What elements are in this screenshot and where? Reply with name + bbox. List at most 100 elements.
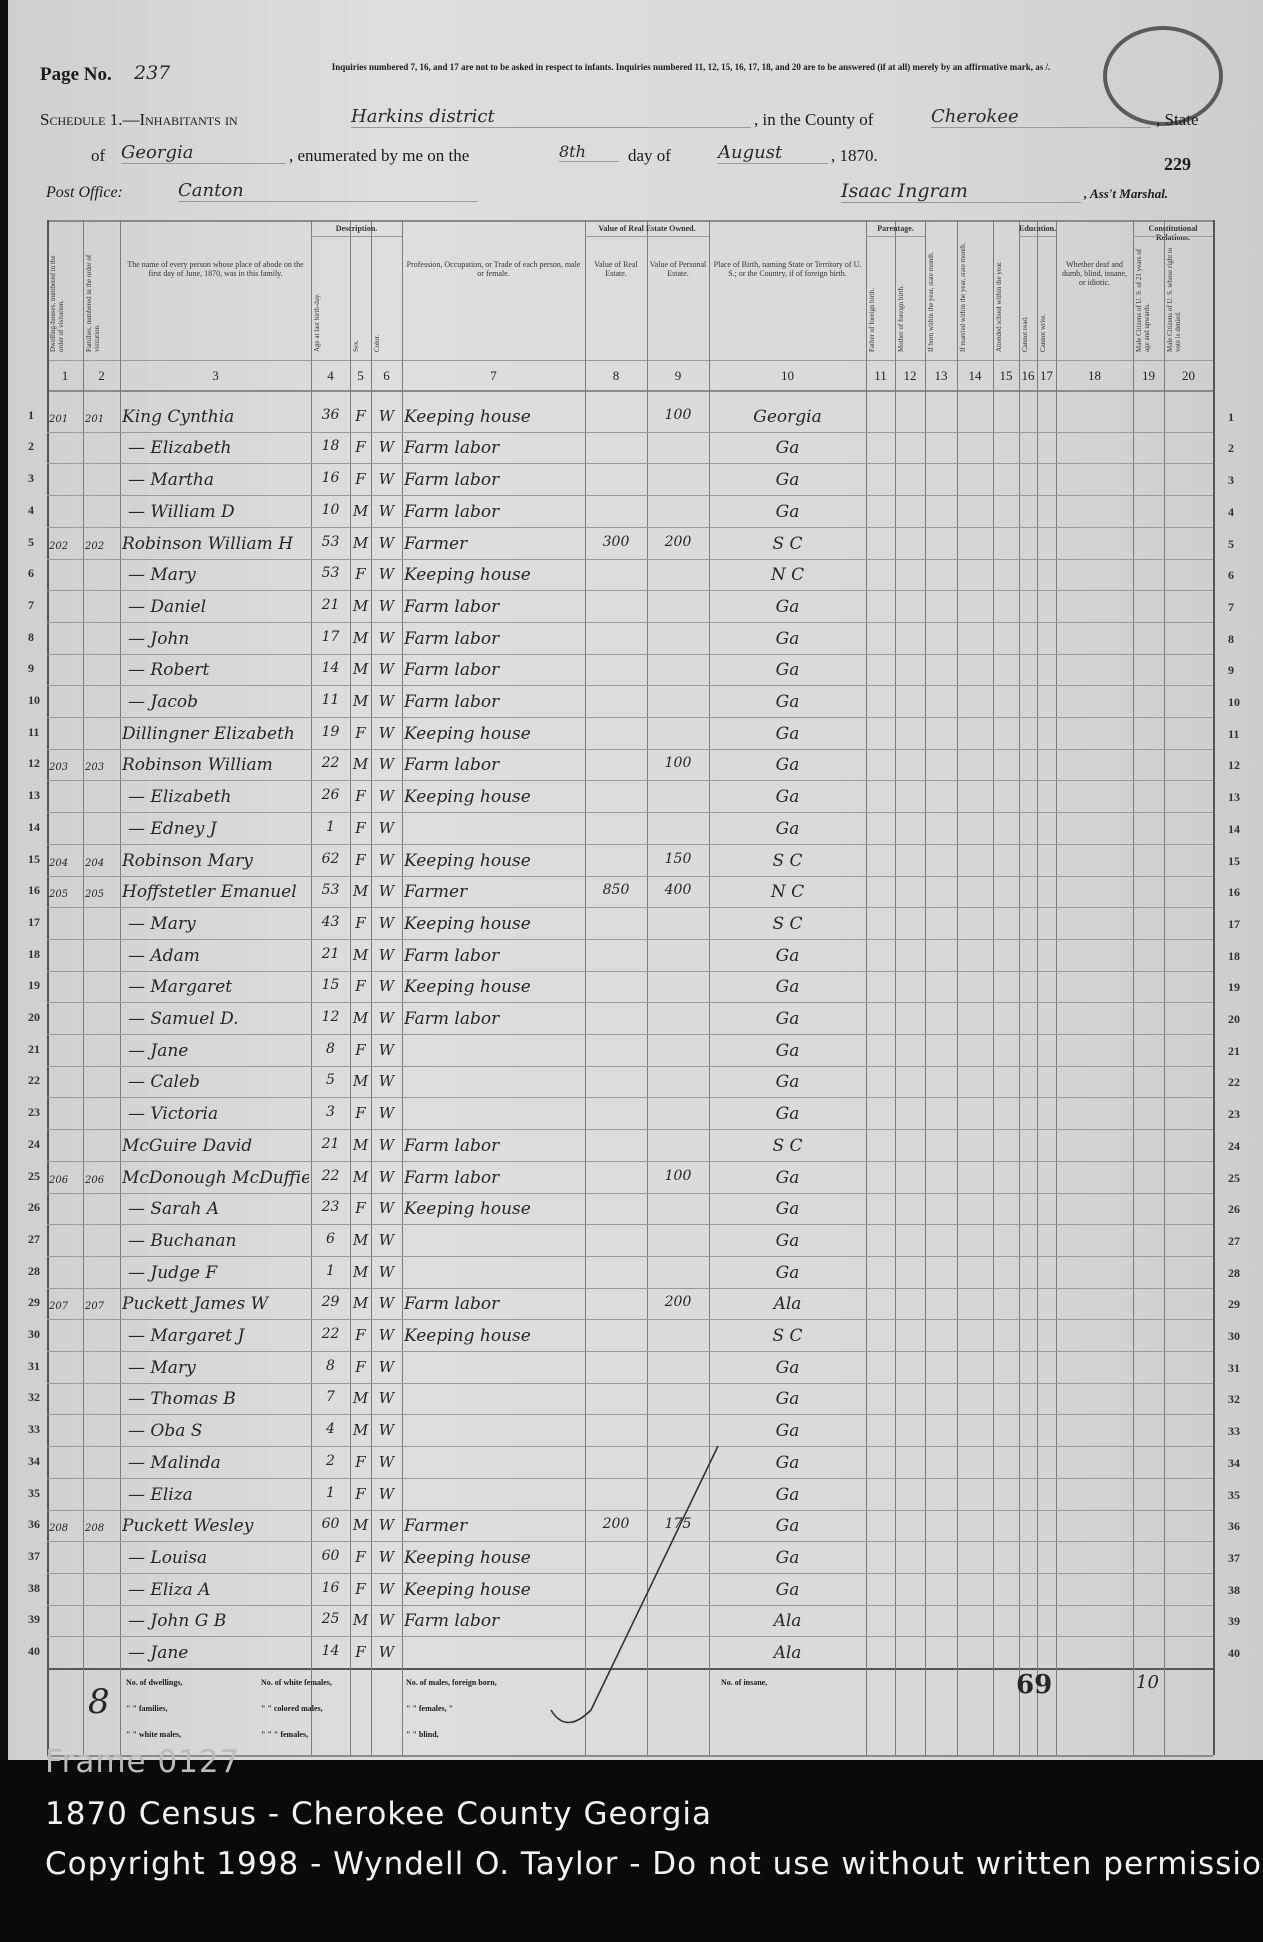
column-header: Value of Personal Estate. [649,260,707,278]
person-name: — Jacob [128,692,198,712]
column-group-header: Description. [335,224,378,233]
age: 23 [321,1199,340,1216]
family-number: 208 [85,1523,105,1535]
person-name: — Caleb [128,1072,200,1093]
occupation: Keeping house [404,850,531,871]
line-number-left: 21 [28,1041,40,1056]
line-number-right: 17 [1228,916,1240,931]
row-line [47,1572,1213,1574]
birthplace: Ga [775,1516,800,1537]
sex: F [355,1104,366,1123]
line-number-right: 5 [1228,536,1234,551]
column-divider [350,220,351,1755]
occupation: Farm labor [404,1167,500,1188]
birthplace: Ga [775,692,800,712]
sex: M [352,1072,369,1091]
occupation: Farm labor [404,1009,500,1029]
column-header: The name of every person whose place of … [127,260,304,278]
line-number-left: 29 [28,1295,40,1310]
color: W [378,1262,395,1281]
age: 14 [321,1643,340,1659]
occupation: Keeping house [404,1579,531,1600]
line-number-right: 31 [1228,1360,1240,1375]
line-number-right: 40 [1228,1646,1240,1660]
line-number-left: 23 [28,1105,40,1120]
summary-label: No. of insane, [721,1678,768,1687]
row-line [47,1319,1213,1321]
birthplace: Ga [775,1104,800,1125]
column-divider [993,220,994,1755]
color: W [378,565,395,584]
color: W [378,850,395,869]
row-line [47,685,1213,687]
color: W [378,1484,395,1503]
summary-label: " " colored males, [261,1704,323,1713]
birthplace: Ga [775,1262,800,1283]
table-bottom-border [47,1755,1213,1757]
age: 22 [321,1326,340,1342]
color: W [378,406,395,425]
line-number-right: 28 [1228,1265,1240,1280]
birthplace: Ga [775,1484,800,1505]
line-number-left: 38 [28,1580,40,1595]
caption-title: 1870 Census - Cherokee County Georgia [45,1796,713,1832]
dwelling-number: 206 [49,1174,69,1186]
sex: M [352,1262,369,1281]
personal-estate-value: 150 [664,850,692,867]
occupation: Keeping house [404,913,531,934]
column-divider [585,220,586,1755]
column-divider [311,220,312,1755]
color: W [378,1357,395,1376]
column-number: 19 [1142,368,1155,383]
dwelling-number: 205 [49,889,69,901]
row-line [47,1509,1213,1511]
row-line [47,1034,1213,1035]
line-number-left: 24 [28,1136,40,1151]
row-line [47,1097,1213,1099]
column-group-header: Constitutional Relations. [1148,224,1198,242]
line-number-left: 10 [28,693,40,707]
person-name: — Sarah A [128,1199,220,1220]
birthplace: Ga [775,1452,800,1473]
birthplace: Ga [775,501,800,522]
sex: F [355,1452,366,1471]
column-header: Color. [373,334,381,352]
color: W [378,1009,395,1027]
sex: M [352,1421,369,1440]
occupation: Farm labor [404,501,500,522]
line-number-left: 20 [28,1010,40,1024]
birthplace: Ga [775,1421,800,1442]
row-line [47,1065,1213,1067]
summary-label: " " " females, [261,1730,309,1739]
birthplace: Ga [775,1547,800,1568]
line-number-right: 37 [1228,1550,1240,1565]
person-name: — Mary [128,565,196,586]
line-number-right: 22 [1228,1075,1240,1090]
column-number-divider [47,360,1213,361]
birthplace: Ga [775,1389,800,1410]
birthplace: S C [772,1326,803,1346]
census-sheet: Page No. 237 Inquiries numbered 7, 16, a… [6,0,1263,1760]
line-number-left: 40 [28,1644,40,1658]
line-number-left: 1 [28,407,34,422]
year: , 1870. [831,146,878,165]
person-name: — Mary [128,1357,196,1378]
color: W [378,1452,395,1471]
group-divider [585,236,709,237]
sex: F [355,913,366,932]
line-number-left: 30 [28,1327,40,1341]
column-number: 13 [934,368,948,383]
color: W [378,1072,395,1091]
line-number-right: 6 [1228,568,1234,583]
birthplace: Ga [775,470,800,491]
color: W [378,1294,395,1313]
column-group-header: Value of Real Estate Owned. [598,224,696,233]
dwelling-number: 204 [49,857,69,869]
sex: M [352,1135,369,1154]
line-number-right: 27 [1228,1233,1240,1248]
person-name: Robinson Mary [122,850,253,871]
occupation: Farm labor [404,1135,500,1156]
summary-count: 69 [1016,1670,1053,1700]
person-name: — Jane [128,1040,189,1061]
row-line [47,495,1213,497]
